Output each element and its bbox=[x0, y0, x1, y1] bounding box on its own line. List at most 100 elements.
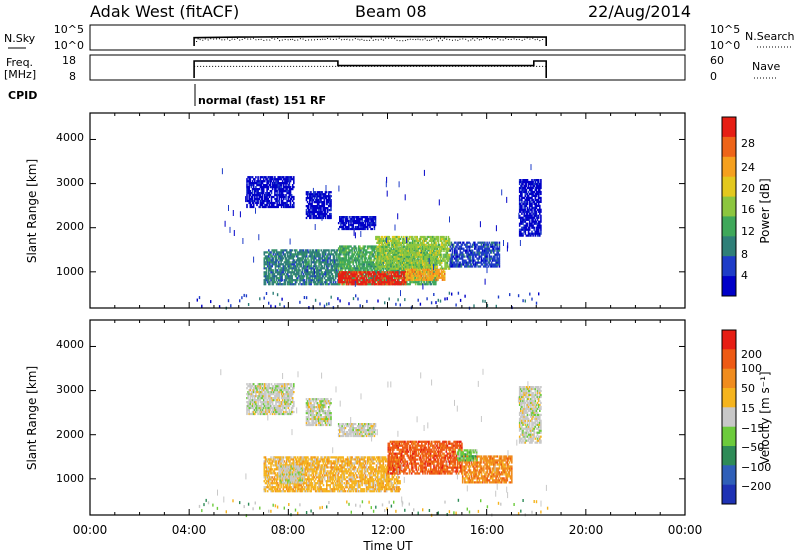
rti-cell bbox=[487, 265, 489, 268]
rti-cell bbox=[267, 199, 269, 203]
rti-cell bbox=[339, 216, 341, 219]
rti-cell bbox=[520, 230, 522, 233]
rti-cell bbox=[329, 263, 331, 266]
rti-cell bbox=[274, 186, 276, 189]
rti-cell bbox=[289, 255, 291, 258]
rti-cell bbox=[308, 251, 310, 254]
rti-cell bbox=[305, 209, 308, 212]
rti-cell bbox=[329, 203, 331, 206]
rti-cell bbox=[288, 257, 290, 260]
rti-cell bbox=[413, 270, 416, 273]
rti-cell bbox=[320, 257, 322, 260]
rti-cell bbox=[312, 214, 314, 218]
rti-cell bbox=[283, 273, 286, 276]
rti-cell bbox=[268, 277, 270, 280]
rti-cell bbox=[258, 180, 261, 183]
rti-cell bbox=[307, 214, 310, 218]
rti-cell bbox=[317, 251, 319, 254]
rti-cell bbox=[287, 199, 290, 203]
rti-cell bbox=[476, 243, 478, 246]
rti-cell bbox=[270, 267, 272, 270]
rti-cell bbox=[286, 186, 288, 189]
rti-cell bbox=[488, 247, 491, 250]
rti-cell bbox=[290, 178, 293, 181]
rti-cell bbox=[343, 281, 346, 284]
rti-cell bbox=[313, 201, 316, 204]
rti-cell bbox=[392, 271, 395, 274]
rti-cell bbox=[343, 263, 346, 266]
rti-cell bbox=[319, 283, 321, 286]
rti-cell bbox=[283, 182, 285, 185]
rti-cell bbox=[247, 192, 249, 195]
power-data bbox=[196, 164, 542, 310]
rti-cell bbox=[293, 273, 296, 276]
rti-cell bbox=[316, 193, 319, 196]
rti-cell bbox=[282, 251, 285, 254]
rti-cell bbox=[316, 203, 319, 206]
rti-cell bbox=[306, 207, 309, 210]
rti-cell bbox=[518, 196, 521, 199]
rti-cell bbox=[320, 212, 322, 216]
rti-cell bbox=[339, 218, 341, 221]
rti-cell bbox=[342, 222, 344, 225]
rti-cell bbox=[285, 263, 288, 266]
rti-cell bbox=[480, 257, 483, 260]
rti-cell bbox=[303, 275, 306, 278]
rti-cell bbox=[264, 184, 266, 187]
rti-cell bbox=[271, 178, 274, 181]
rti-cell bbox=[268, 205, 271, 209]
rti-cell bbox=[247, 186, 249, 189]
rti-cell bbox=[310, 212, 312, 216]
rti-cell bbox=[281, 259, 283, 262]
rti-cell bbox=[290, 279, 292, 282]
rti-cell bbox=[330, 216, 332, 220]
rti-cell bbox=[352, 220, 354, 223]
rti-cell bbox=[391, 245, 394, 248]
rti-cell bbox=[387, 245, 389, 248]
rti-cell bbox=[459, 249, 462, 252]
rti-cell bbox=[518, 200, 521, 203]
rti-cell bbox=[300, 283, 302, 286]
rti-cell bbox=[278, 186, 281, 189]
rti-cell bbox=[289, 281, 291, 284]
rti-cell bbox=[269, 265, 271, 268]
rti-cell bbox=[440, 249, 443, 252]
rti-cell bbox=[255, 190, 257, 193]
rti-cell bbox=[264, 257, 267, 260]
rti-cell bbox=[250, 195, 253, 199]
rti-cell bbox=[306, 201, 309, 204]
rti-cell bbox=[364, 218, 367, 221]
rti-cell bbox=[355, 275, 358, 278]
rti-cell bbox=[433, 253, 435, 256]
rti-cell bbox=[336, 257, 338, 260]
rti-cell bbox=[364, 220, 367, 223]
rti-cell bbox=[294, 281, 297, 284]
rti-cell bbox=[331, 275, 334, 278]
rti-cell bbox=[255, 194, 257, 197]
rti-cell bbox=[251, 201, 254, 205]
rti-cell bbox=[393, 263, 395, 266]
rti-cell bbox=[321, 257, 324, 260]
rti-cell bbox=[333, 263, 336, 266]
rti-cell bbox=[293, 261, 296, 264]
rti-cell bbox=[283, 201, 285, 205]
rti-cell bbox=[275, 186, 277, 189]
rti-cell bbox=[343, 224, 346, 227]
rti-cell bbox=[326, 199, 329, 202]
rti-cell bbox=[257, 201, 259, 205]
rti-cell bbox=[344, 255, 347, 258]
rti-cell bbox=[342, 263, 344, 266]
rti-cell bbox=[267, 176, 269, 179]
rti-cell bbox=[352, 261, 354, 264]
rti-cell bbox=[339, 263, 341, 266]
rti-cell bbox=[322, 216, 324, 220]
rti-cell bbox=[372, 279, 375, 282]
rti-cell bbox=[298, 253, 300, 256]
rti-cell bbox=[472, 255, 475, 258]
rti-cell bbox=[309, 277, 311, 280]
rti-cell bbox=[319, 279, 321, 282]
rti-cell bbox=[323, 261, 326, 264]
rti-cell bbox=[342, 247, 344, 250]
rti-cell bbox=[325, 212, 328, 216]
rti-cell bbox=[427, 253, 430, 256]
